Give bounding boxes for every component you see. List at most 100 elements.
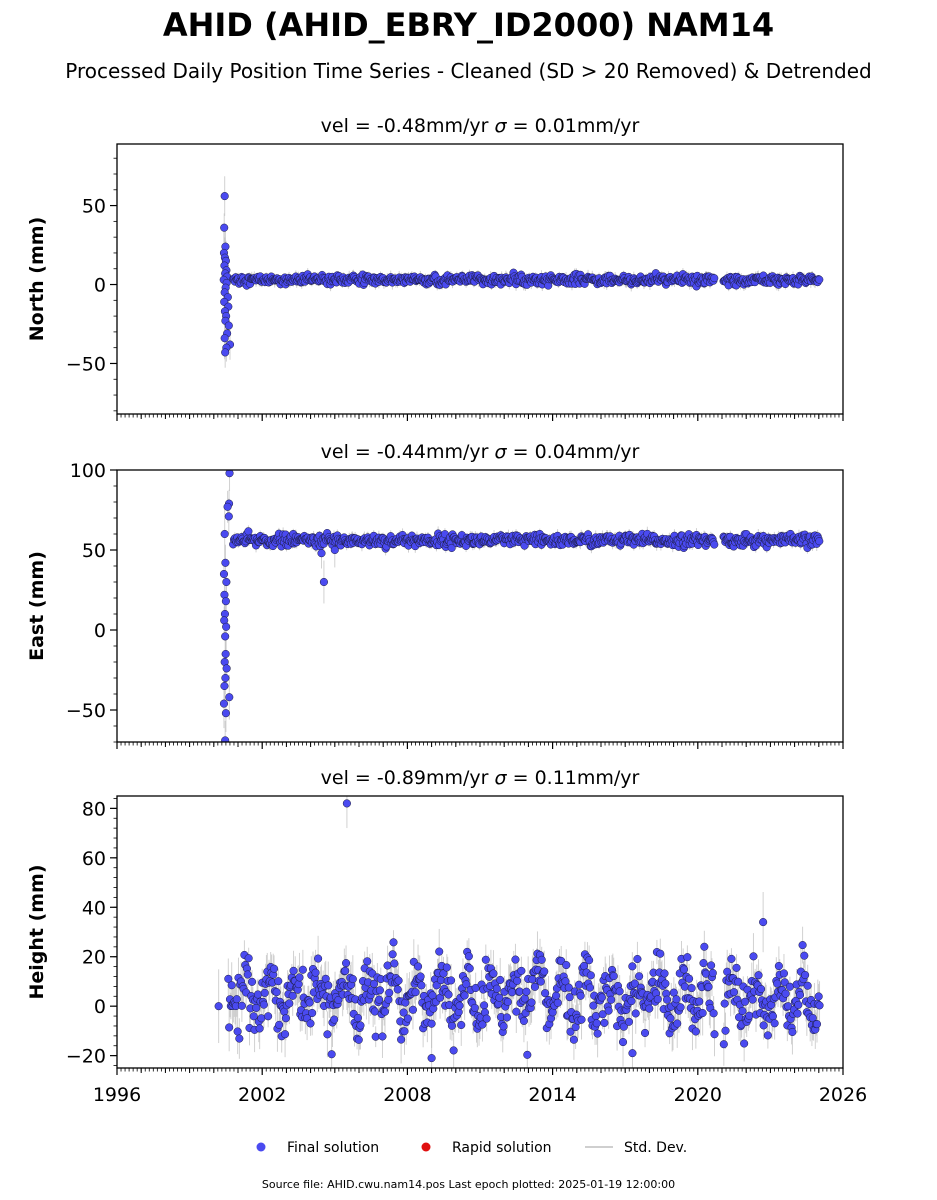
final-solution-point: [700, 942, 709, 951]
final-solution-point: [695, 997, 704, 1006]
final-solution-point: [232, 995, 241, 1004]
y-tick-label: 40: [82, 897, 106, 919]
final-solution-point: [685, 974, 694, 983]
final-solution-point: [561, 977, 570, 986]
final-solution-point: [225, 693, 234, 702]
final-solution-point: [341, 966, 350, 975]
panel-1: vel = -0.48mm/yr σ = 0.01mm/yr North (mm)…: [26, 115, 844, 421]
final-solution-point: [222, 577, 231, 587]
final-solution-point: [464, 952, 473, 961]
final-solution-point: [481, 955, 490, 964]
final-solution-point: [815, 1001, 824, 1010]
final-solution-point: [224, 974, 233, 983]
final-solution-point: [541, 989, 550, 998]
final-solution-point: [221, 632, 230, 641]
final-solution-point: [552, 991, 561, 1000]
final-solution-point: [609, 972, 618, 981]
y-axis-label: North (mm): [26, 217, 48, 342]
final-solution-point: [663, 995, 672, 1004]
legend-rapid-label: Rapid solution: [452, 1140, 552, 1156]
final-solution-point: [324, 981, 333, 990]
final-solution-point: [384, 995, 393, 1004]
final-solution-point: [738, 1006, 747, 1016]
final-solution-point: [522, 987, 531, 996]
final-solution-point: [537, 955, 546, 964]
final-solution-point: [536, 977, 545, 986]
final-solution-point: [508, 988, 517, 997]
final-solution-point: [566, 1027, 575, 1036]
final-solution-point: [305, 998, 314, 1007]
final-solution-point: [288, 991, 297, 1000]
final-solution-point: [785, 982, 794, 991]
final-solution-point: [748, 995, 757, 1004]
final-solution-point: [721, 1026, 730, 1035]
final-solution-point: [607, 995, 616, 1004]
final-solution-point: [308, 1008, 317, 1018]
final-solution-point: [298, 965, 307, 974]
final-solution-point: [698, 1008, 707, 1018]
panel-title-sigma-symbol: σ: [495, 767, 508, 789]
final-solution-point: [597, 993, 606, 1002]
y-tick-label: 0: [94, 996, 106, 1018]
final-solution-point: [219, 569, 229, 579]
final-solution-point: [416, 972, 425, 981]
final-solution-point: [585, 956, 594, 965]
final-solution-point: [249, 1012, 258, 1021]
final-solution-point: [435, 947, 444, 956]
final-solution-point: [317, 549, 326, 558]
final-solution-point: [600, 1018, 609, 1027]
x-tick-label: 2020: [674, 1084, 722, 1106]
final-solution-point: [576, 991, 585, 1000]
final-solution-point: [427, 1019, 436, 1028]
final-solution-point: [707, 961, 716, 970]
legend-final-label: Final solution: [287, 1140, 379, 1156]
final-solution-point: [727, 954, 736, 963]
final-solution-point: [635, 972, 644, 981]
final-solution-point: [295, 973, 304, 982]
final-solution-point: [400, 1027, 409, 1036]
final-solution-point: [388, 950, 397, 959]
figure-title: AHID (AHID_EBRY_ID2000) NAM14: [163, 6, 774, 44]
final-solution-point: [225, 470, 234, 478]
final-solution-point: [708, 968, 717, 978]
final-solution-point: [499, 1022, 508, 1031]
final-solution-point: [598, 1010, 607, 1019]
final-solution-point: [235, 1034, 244, 1043]
final-solution-point: [227, 981, 236, 990]
final-solution-point: [691, 1027, 700, 1036]
final-solution-point: [247, 977, 257, 986]
final-solution-point: [768, 1012, 777, 1021]
final-solution-point: [800, 951, 809, 960]
final-solution-point: [378, 1032, 387, 1041]
final-solution-point: [803, 981, 812, 990]
final-solution-point: [749, 952, 758, 961]
panel-title: vel = -0.44mm/yr σ = 0.04mm/yr: [321, 441, 640, 463]
panel-title-velocity: vel = -0.89mm/yr: [321, 767, 495, 789]
final-solution-point: [342, 799, 351, 808]
final-solution-point: [763, 1031, 772, 1040]
final-solution-point: [734, 977, 743, 986]
data-points: [219, 470, 824, 742]
final-solution-point: [403, 1014, 412, 1023]
final-solution-point: [455, 1001, 464, 1010]
final-solution-point: [244, 954, 253, 963]
final-solution-point: [319, 577, 328, 587]
final-solution-point: [513, 976, 522, 985]
y-tick-label: 50: [82, 196, 106, 218]
final-solution-point: [540, 967, 549, 976]
final-solution-point: [740, 997, 750, 1006]
final-solution-point: [683, 953, 692, 962]
final-solution-point: [221, 649, 230, 659]
final-solution-point: [370, 1007, 379, 1016]
final-solution-point: [253, 990, 263, 999]
final-solution-point: [680, 982, 689, 991]
final-solution-point: [564, 983, 573, 992]
y-axis-label: East (mm): [26, 551, 48, 661]
final-solution-point: [679, 965, 689, 974]
final-solution-point: [224, 321, 233, 330]
final-solution-point: [661, 979, 670, 988]
final-solution-point: [281, 1014, 290, 1023]
final-solution-point: [489, 969, 498, 978]
final-solution-point: [389, 938, 398, 947]
final-solution-point: [264, 1012, 273, 1021]
